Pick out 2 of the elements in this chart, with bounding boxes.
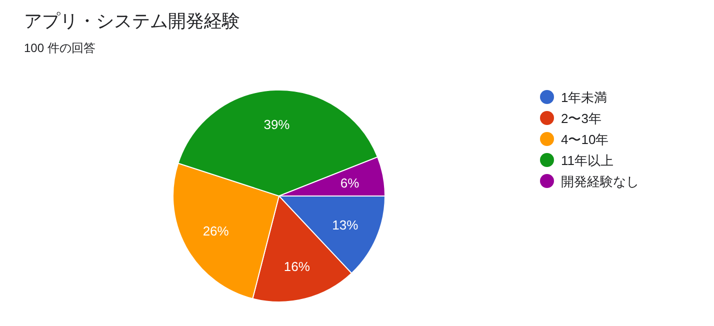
title: アプリ・システム開発経験 <box>24 11 240 31</box>
subtitle: 100 件の回答 <box>24 41 96 55</box>
